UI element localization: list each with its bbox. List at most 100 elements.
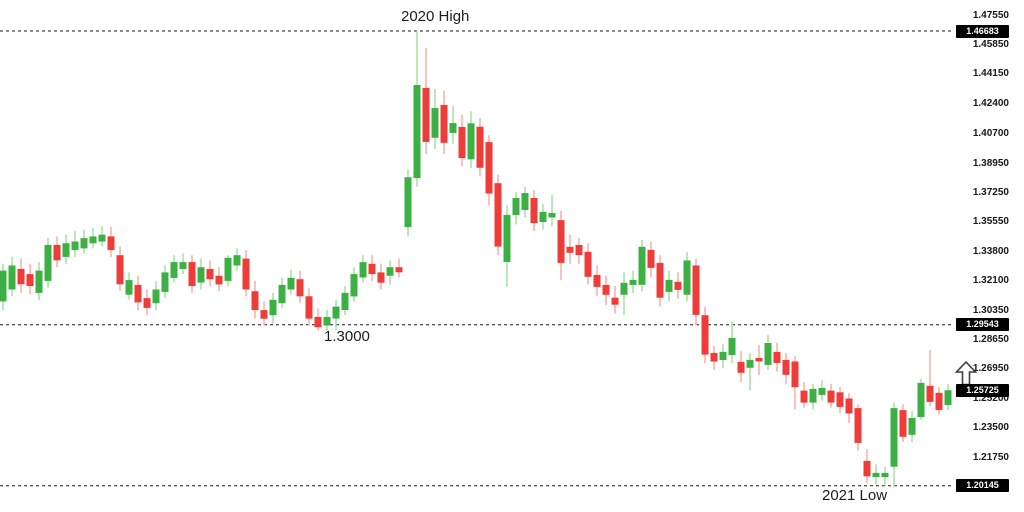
candle	[944, 383, 952, 411]
candle	[53, 236, 61, 268]
candle-body-down	[395, 267, 403, 273]
candle-body-down	[134, 284, 142, 303]
candle-body-up	[683, 260, 691, 295]
candle-body-up	[287, 277, 295, 290]
candle	[503, 205, 511, 287]
candle	[827, 383, 835, 408]
candle	[647, 241, 655, 278]
candle	[872, 464, 880, 485]
candle-body-up	[872, 472, 880, 477]
candle	[440, 90, 448, 155]
candle-body-up	[719, 351, 727, 360]
candle	[602, 275, 610, 305]
candle	[179, 253, 187, 275]
candle	[422, 47, 430, 155]
candle	[143, 289, 151, 316]
price-axis-label: 1.23500	[972, 422, 1009, 433]
candle	[413, 31, 421, 187]
candle-body-up	[665, 279, 673, 292]
candle-body-up	[224, 257, 232, 281]
candle	[548, 195, 556, 227]
candle	[395, 258, 403, 278]
candle-body-down	[782, 359, 790, 375]
candle-body-up	[539, 211, 547, 222]
candle-body-down	[17, 268, 25, 285]
candle-body-down	[305, 296, 313, 319]
candle	[260, 301, 268, 326]
candle	[305, 287, 313, 326]
candle-body-down	[215, 275, 223, 285]
candle	[665, 270, 673, 302]
candle-body-down	[116, 255, 124, 285]
candle	[377, 263, 385, 290]
candle-body-up	[728, 338, 736, 355]
candle-body-up	[638, 246, 646, 285]
candle-body-down	[575, 244, 583, 255]
candle-body-up	[98, 234, 106, 242]
candle-body-down	[458, 126, 466, 159]
level-price-tag: 1.29543	[956, 318, 1009, 331]
candle-body-down	[656, 262, 664, 298]
candle-body-up	[44, 244, 52, 281]
price-axis-label: 1.35550	[972, 216, 1009, 227]
candle	[692, 258, 700, 326]
candle	[800, 382, 808, 408]
candle-body-down	[206, 268, 214, 280]
candle	[215, 267, 223, 292]
candle-body-down	[755, 358, 763, 362]
candle-body-up	[908, 418, 916, 435]
candle	[269, 292, 277, 324]
candle	[683, 251, 691, 302]
candle-body-up	[386, 267, 394, 276]
candle	[0, 263, 7, 311]
candle-body-down	[530, 198, 538, 223]
candle-body-down	[260, 310, 268, 319]
candle	[845, 393, 853, 424]
candle	[26, 263, 34, 295]
candle	[17, 258, 25, 293]
annotation-2021-low: 2021 Low	[822, 487, 888, 504]
candle-body-down	[701, 315, 709, 355]
candle-body-down	[593, 274, 601, 287]
candle	[611, 286, 619, 314]
candle	[746, 352, 754, 391]
candle	[170, 255, 178, 283]
candle-body-down	[899, 410, 907, 437]
candle-body-down	[611, 297, 619, 305]
candle-body-up	[467, 123, 475, 160]
candle-body-down	[377, 272, 385, 283]
candle	[917, 378, 925, 420]
candle	[791, 356, 799, 410]
candle	[44, 238, 52, 288]
candle-body-down	[791, 361, 799, 388]
level-price-tag: 1.20145	[956, 479, 1009, 492]
candle	[782, 352, 790, 384]
candle-body-up	[359, 262, 367, 278]
candle	[935, 387, 943, 415]
current-price-tag: 1.25725	[956, 384, 1009, 397]
candle-body-up	[62, 243, 70, 257]
candle-body-up	[809, 388, 817, 403]
candle	[773, 342, 781, 372]
candle-body-down	[584, 251, 592, 277]
price-axis-label: 1.45850	[972, 39, 1009, 50]
candle-body-down	[845, 398, 853, 414]
candle-body-up	[341, 292, 349, 310]
candle-body-down	[926, 385, 934, 402]
price-axis-label: 1.25200	[972, 393, 1009, 404]
candle	[35, 262, 43, 300]
candle-body-up	[125, 280, 133, 295]
candle	[458, 114, 466, 167]
candle-body-up	[161, 272, 169, 292]
candle-body-down	[296, 279, 304, 297]
candle	[206, 260, 214, 287]
candle	[251, 280, 259, 319]
candle	[125, 272, 133, 300]
candle	[881, 466, 889, 486]
price-axis-label: 1.47550	[972, 10, 1009, 21]
candle	[566, 234, 574, 264]
candle-body-up	[71, 241, 79, 251]
candle-body-up	[404, 177, 412, 228]
candle-body-down	[935, 392, 943, 411]
